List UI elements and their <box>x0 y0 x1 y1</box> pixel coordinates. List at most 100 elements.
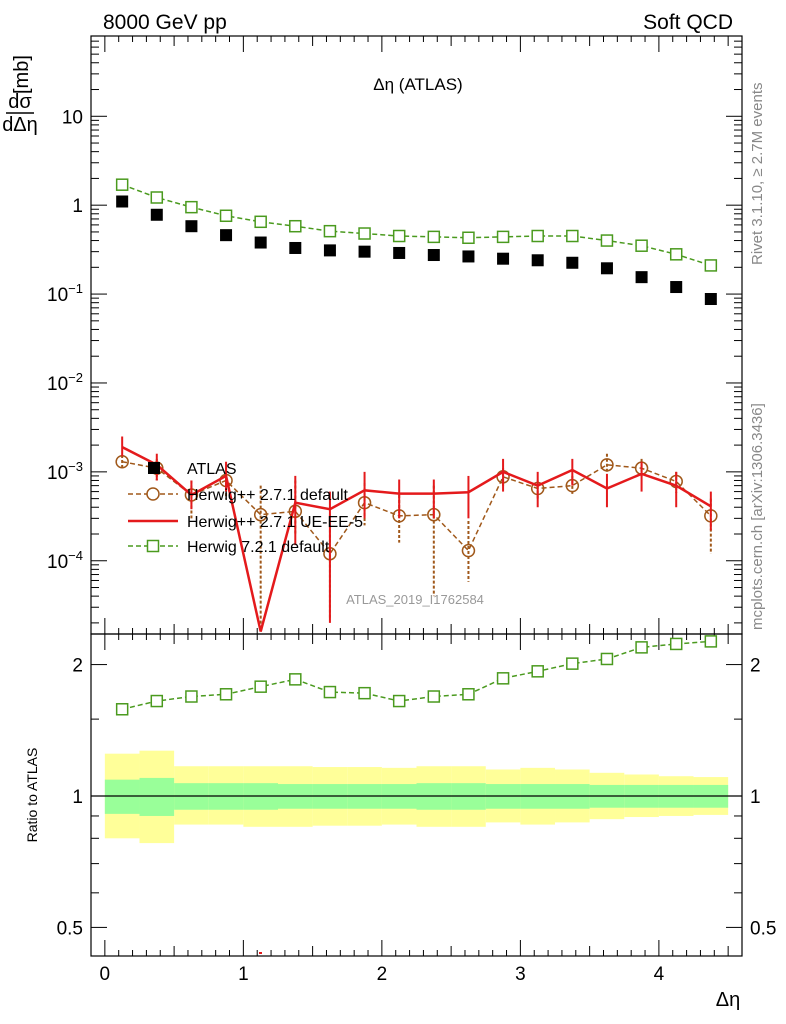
ratio-herwig7-marker <box>323 685 337 699</box>
herwig7-default-marker <box>219 209 233 223</box>
atlas-data-point <box>185 220 198 233</box>
legend-entry-label: Herwig++ 2.7.1 UE-EE-5 <box>187 514 363 531</box>
legend-entry-label: ATLAS <box>187 461 237 478</box>
legend-entry-label: Herwig 7.2.1 default <box>187 539 330 556</box>
ratio-herwig7-marker <box>427 690 441 703</box>
herwig7-default-marker <box>566 229 579 243</box>
herwig7-default-marker <box>600 234 614 247</box>
x-axis-label: Δη <box>716 989 740 1011</box>
header-right: Soft QCD <box>643 11 733 34</box>
legend-entry-label: Herwig++ 2.7.1 default <box>187 487 349 504</box>
plot-title: Δη (ATLAS) <box>373 75 462 94</box>
ratio-y-tick-label-right: 1 <box>750 787 761 808</box>
header-left: 8000 GeV pp <box>103 11 227 34</box>
herwig7-default-marker <box>254 215 267 229</box>
atlas-data-point <box>358 245 371 258</box>
ratio-bands <box>104 750 729 844</box>
x-tick-label: 1 <box>238 964 249 985</box>
ratio-y-tick-label: 0.5 <box>57 918 83 939</box>
herwig7-default-line <box>121 183 712 267</box>
herwig7-default-marker <box>635 239 648 252</box>
herwig7-default-marker <box>462 231 475 245</box>
inner-band-bin <box>104 779 140 814</box>
x-tick-label: 4 <box>654 964 665 985</box>
y-label-denominator: dΔη <box>2 114 38 136</box>
herwig7-default-marker <box>323 224 337 238</box>
ratio-y-tick-label: 1 <box>72 787 83 808</box>
atlas-data-point <box>220 229 233 242</box>
herwigpp-ueee5-line <box>121 445 712 632</box>
atlas-data-point <box>600 262 613 275</box>
ratio-y-axis-label: Ratio to ATLAS <box>24 748 40 843</box>
herwigpp-default-marker <box>600 458 614 472</box>
atlas-data-point <box>116 195 129 208</box>
atlas-data-point <box>254 236 267 249</box>
x-tick-label: 2 <box>377 964 388 985</box>
ratio-y-tick-label-right: 0.5 <box>750 918 776 939</box>
herwig7-default-marker <box>358 227 371 240</box>
herwigpp-default-line <box>122 460 712 555</box>
herwig7-default-marker <box>496 230 510 244</box>
ratio-herwig7-marker <box>669 637 683 651</box>
herwig7-default-marker <box>150 191 164 204</box>
ratio-herwig7-marker <box>150 694 164 708</box>
herwigpp-default-marker <box>461 543 476 558</box>
ratio-herwig7-marker <box>635 641 648 654</box>
atlas-data-point <box>150 208 163 221</box>
ratio-herwig7-marker <box>462 688 475 701</box>
ratio-herwig7-marker <box>358 686 371 700</box>
inner-band-bin <box>139 777 175 816</box>
ratio-herwig7-marker <box>531 665 544 678</box>
ratio-herwig7-marker <box>704 635 718 648</box>
mcplots-reference-text: mcplots.cern.ch [arXiv:1306.3436] <box>749 403 766 630</box>
ratio-herwig7-marker <box>392 694 406 708</box>
atlas-data-point <box>635 271 648 284</box>
y-tick-label: 10 <box>62 107 83 128</box>
atlas-data-point <box>531 254 544 267</box>
rivet-version-text: Rivet 3.1.10, ≥ 2.7M events <box>749 83 766 266</box>
ratio-plot-panel: Ratio to ATLAS Δη 0 1 2 3 4 2 2 1 1 0.5 0.5 <box>24 618 776 1011</box>
ratio-frame <box>90 633 743 957</box>
ratio-herwig7-marker <box>254 680 267 693</box>
analysis-watermark: ATLAS_2019_I1762584 <box>346 592 484 607</box>
main-y-axis-label: dσ dΔη [mb] <box>2 55 38 136</box>
ratio-herwig7-marker <box>566 657 579 670</box>
atlas-data-point <box>289 241 302 254</box>
ratio-herwig7-marker <box>185 690 198 703</box>
herwig7-default-marker <box>185 200 198 214</box>
atlas-data-point <box>670 281 683 294</box>
legend-herwigpp-default-marker <box>146 487 160 501</box>
y-tick-label: 10−4 <box>47 548 83 573</box>
herwig7-default-marker <box>669 248 683 261</box>
y-label-numerator: dσ <box>8 91 32 113</box>
x-tick-label: 3 <box>515 964 526 985</box>
legend-herwig7-default-marker <box>146 539 160 553</box>
atlas-data-point <box>566 256 579 269</box>
atlas-data-point <box>427 249 440 262</box>
legend: ATLAS Herwig++ 2.7.1 default Herwig++ 2.7.… <box>128 461 363 556</box>
ratio-y-tick-label: 2 <box>72 656 83 677</box>
atlas-data-point <box>497 252 510 265</box>
atlas-data-point <box>323 244 336 257</box>
ratio-herwig7-marker <box>600 652 614 666</box>
herwig7-default-marker <box>289 219 302 233</box>
herwig7-default-marker <box>704 259 718 272</box>
herwigpp-default-marker <box>253 507 268 522</box>
ratio-herwig7-marker <box>289 673 302 686</box>
ratio-herwig7-marker <box>115 703 129 716</box>
atlas-data-point <box>704 293 717 306</box>
atlas-data-point <box>462 250 475 263</box>
ratio-series <box>115 635 718 716</box>
ratio-herwig7-line <box>121 640 711 710</box>
main-series <box>115 178 718 632</box>
ratio-herwig7-marker <box>496 672 510 685</box>
x-tick-label: 0 <box>100 964 111 985</box>
herwig7-default-marker <box>115 178 129 191</box>
herwig7-default-marker <box>531 229 544 243</box>
ratio-y-tick-label-right: 2 <box>750 656 761 677</box>
y-tick-label: 10−3 <box>47 459 83 484</box>
y-tick-label: 10−1 <box>47 281 83 306</box>
legend-atlas-marker <box>148 462 160 474</box>
herwig7-default-marker <box>427 230 441 244</box>
